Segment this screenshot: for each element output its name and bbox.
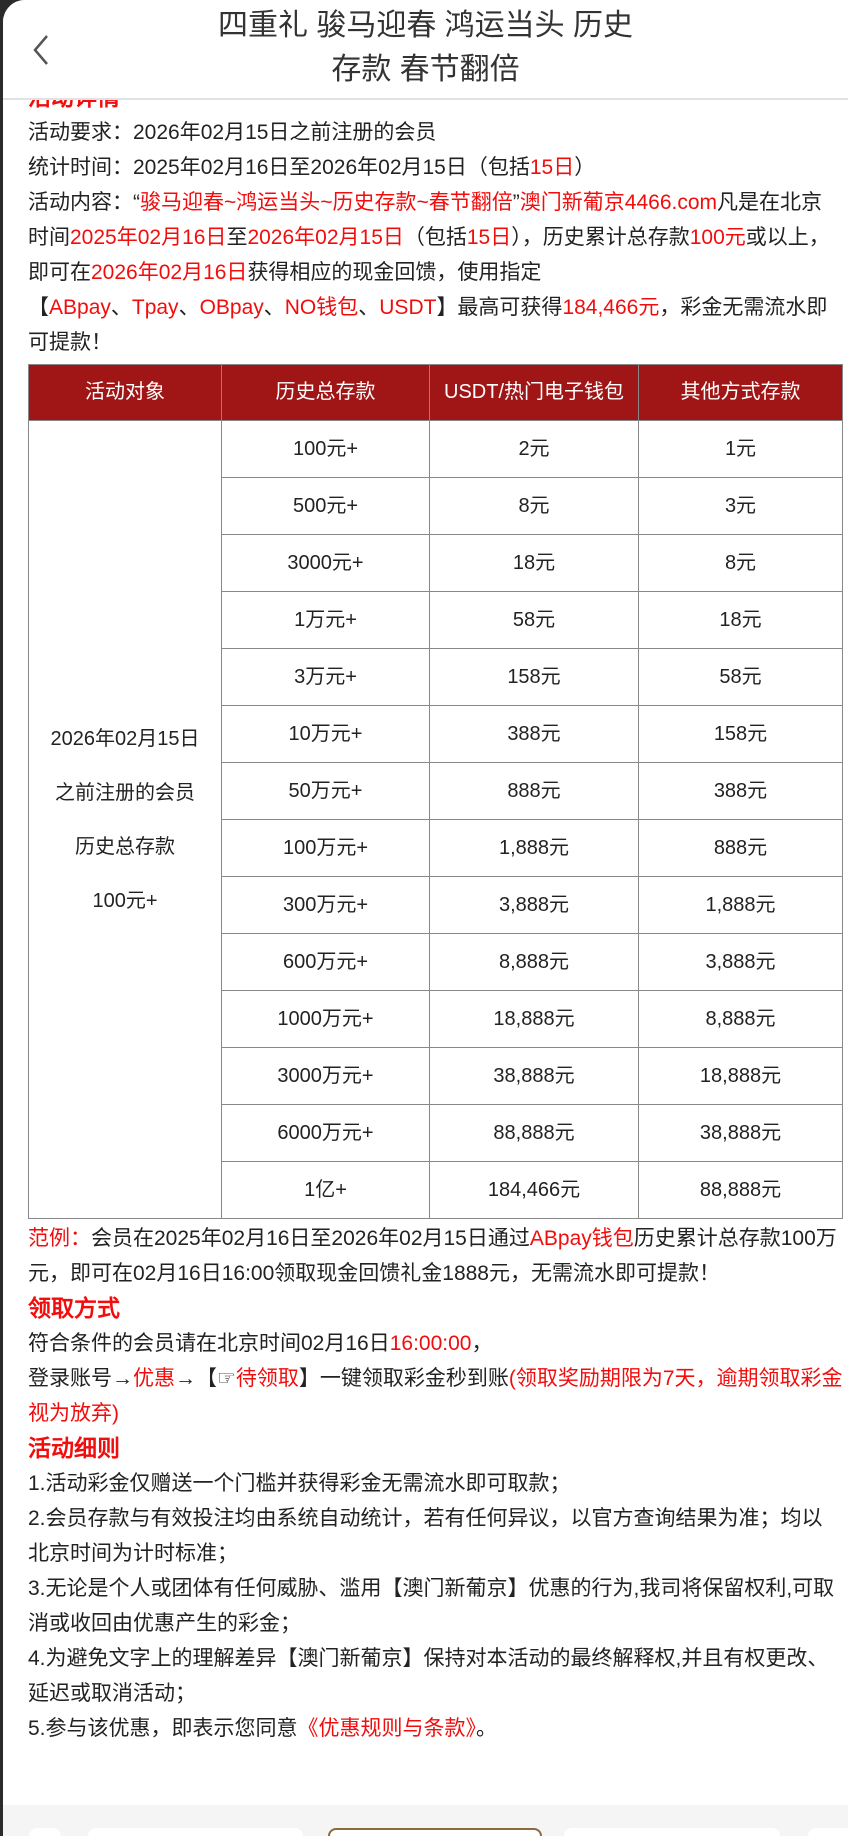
title-line-1: 四重礼 骏马迎春 鸿运当头 历史 bbox=[217, 9, 633, 42]
usdt-reward-cell: 18,888元 bbox=[429, 990, 639, 1048]
table-row: 3000元+ 18元 8元 bbox=[29, 534, 843, 592]
other-reward-cell: 3元 bbox=[638, 477, 843, 535]
table-row: 50万元+ 888元 388元 bbox=[29, 762, 843, 820]
bottom-tab[interactable] bbox=[808, 1828, 848, 1836]
other-reward-cell: 1,888元 bbox=[638, 876, 843, 934]
rule-item: 3.无论是个人或团体有任何威胁、滥用【澳门新葡京】优惠的行为,我司将保留权利,可… bbox=[28, 1577, 835, 1635]
details-heading: 活动详情 bbox=[28, 100, 843, 115]
page-title: 四重礼 骏马迎春 鸿运当头 历史 存款 春节翻倍 bbox=[93, 4, 758, 92]
target-line: 100元+ bbox=[92, 889, 158, 912]
requirement-line: 活动要求：2026年02月15日之前注册的会员 bbox=[28, 121, 437, 144]
rule-item: 5.参与该优惠，即表示您同意《优惠规则与条款》。 bbox=[28, 1717, 498, 1740]
table-row: 1000万元+ 18,888元 8,888元 bbox=[29, 990, 843, 1048]
content-paragraph: 活动内容：“骏马迎春~鸿运当头~历史存款~春节翻倍”澳门新葡京4466.com凡… bbox=[28, 191, 830, 354]
claim-line-2: 登录账号→优惠→【☞待领取】一键领取彩金秒到账(领取奖励期限为7天，逾期领取彩金… bbox=[28, 1367, 843, 1425]
other-reward-cell: 58元 bbox=[638, 648, 843, 706]
bottom-tab[interactable] bbox=[88, 1828, 303, 1836]
table-row: 100万元+ 1,888元 888元 bbox=[29, 819, 843, 877]
reward-table: 活动对象 历史总存款 USDT/热门电子钱包 其他方式存款 2026年02月15… bbox=[28, 364, 843, 1219]
usdt-reward-cell: 8,888元 bbox=[429, 933, 639, 991]
usdt-reward-cell: 388元 bbox=[429, 705, 639, 763]
table-row: 300万元+ 3,888元 1,888元 bbox=[29, 876, 843, 934]
rule-item: 2.会员存款与有效投注均由系统自动统计，若有任何异议，以官方查询结果为准；均以北… bbox=[28, 1507, 823, 1565]
deposit-tier-cell: 300万元+ bbox=[221, 876, 430, 934]
title-line-2: 存款 春节翻倍 bbox=[331, 53, 520, 86]
usdt-reward-cell: 8元 bbox=[429, 477, 639, 535]
table-row: 3000万元+ 38,888元 18,888元 bbox=[29, 1047, 843, 1105]
rule-item: 1.活动彩金仅赠送一个门槛并获得彩金无需流水即可取款； bbox=[28, 1472, 571, 1495]
usdt-reward-cell: 88,888元 bbox=[429, 1104, 639, 1162]
usdt-reward-cell: 1,888元 bbox=[429, 819, 639, 877]
other-reward-cell: 8,888元 bbox=[638, 990, 843, 1048]
claim-line-1: 符合条件的会员请在北京时间02月16日16:00:00， bbox=[28, 1332, 493, 1355]
claim-heading: 领取方式 bbox=[28, 1295, 120, 1321]
rule-item: 4.为避免文字上的理解差异【澳门新葡京】保持对本活动的最终解释权,并且有权更改、… bbox=[28, 1647, 829, 1705]
table-row: 500元+ 8元 3元 bbox=[29, 477, 843, 535]
bottom-tab[interactable] bbox=[564, 1828, 780, 1836]
table-row: 1亿+ 184,466元 88,888元 bbox=[29, 1161, 843, 1219]
deposit-tier-cell: 3000万元+ bbox=[221, 1047, 430, 1105]
deposit-tier-cell: 1亿+ bbox=[221, 1161, 430, 1219]
usdt-reward-cell: 158元 bbox=[429, 648, 639, 706]
other-reward-cell: 88,888元 bbox=[638, 1161, 843, 1219]
usdt-reward-cell: 18元 bbox=[429, 534, 639, 592]
table-row: 2026年02月15日 之前注册的会员 历史总存款 100元+ 100元+ 2元 1元 bbox=[28, 420, 843, 1219]
usdt-reward-cell: 888元 bbox=[429, 762, 639, 820]
table-row: 10万元+ 388元 158元 bbox=[29, 705, 843, 763]
example-paragraph: 范例：会员在2025年02月16日至2026年02月15日通过ABpay钱包历史… bbox=[28, 1227, 837, 1285]
target-line: 2026年02月15日 bbox=[50, 727, 200, 750]
header: 四重礼 骏马迎春 鸿运当头 历史 存款 春节翻倍 bbox=[3, 0, 848, 100]
table-header: USDT/热门电子钱包 bbox=[429, 364, 639, 421]
other-reward-cell: 8元 bbox=[638, 534, 843, 592]
deposit-tier-cell: 3万元+ bbox=[221, 648, 430, 706]
usdt-reward-cell: 3,888元 bbox=[429, 876, 639, 934]
table-header: 活动对象 bbox=[28, 364, 222, 421]
back-button[interactable] bbox=[27, 30, 57, 70]
chevron-left-icon bbox=[33, 35, 48, 65]
usdt-reward-cell: 58元 bbox=[429, 591, 639, 649]
table-row: 1万元+ 58元 18元 bbox=[29, 591, 843, 649]
bottom-tab-selected[interactable] bbox=[328, 1828, 542, 1836]
usdt-reward-cell: 38,888元 bbox=[429, 1047, 639, 1105]
deposit-tier-cell: 3000元+ bbox=[221, 534, 430, 592]
usdt-reward-cell: 184,466元 bbox=[429, 1161, 639, 1219]
time-line: 统计时间：2025年02月16日至2026年02月15日（包括15日） bbox=[28, 156, 596, 179]
table-row: 600万元+ 8,888元 3,888元 bbox=[29, 933, 843, 991]
other-reward-cell: 3,888元 bbox=[638, 933, 843, 991]
other-reward-cell: 18,888元 bbox=[638, 1047, 843, 1105]
table-header: 其他方式存款 bbox=[638, 364, 843, 421]
deposit-tier-cell: 6000万元+ bbox=[221, 1104, 430, 1162]
other-reward-cell: 1元 bbox=[638, 420, 843, 478]
content-scroll[interactable]: 活动详情 活动要求：2026年02月15日之前注册的会员 统计时间：2025年0… bbox=[3, 100, 848, 1805]
table-row: 3万元+ 158元 58元 bbox=[29, 648, 843, 706]
deposit-tier-cell: 50万元+ bbox=[221, 762, 430, 820]
other-reward-cell: 38,888元 bbox=[638, 1104, 843, 1162]
target-line: 历史总存款 bbox=[75, 835, 175, 858]
deposit-tier-cell: 500元+ bbox=[221, 477, 430, 535]
deposit-tier-cell: 600万元+ bbox=[221, 933, 430, 991]
activity-target-cell: 2026年02月15日 之前注册的会员 历史总存款 100元+ bbox=[28, 420, 222, 1219]
bottom-bar bbox=[3, 1805, 848, 1836]
other-reward-cell: 18元 bbox=[638, 591, 843, 649]
deposit-tier-cell: 100万元+ bbox=[221, 819, 430, 877]
deposit-tier-cell: 1万元+ bbox=[221, 591, 430, 649]
bottom-tab[interactable] bbox=[29, 1828, 61, 1836]
other-reward-cell: 388元 bbox=[638, 762, 843, 820]
target-line: 之前注册的会员 bbox=[55, 781, 195, 804]
deposit-tier-cell: 1000万元+ bbox=[221, 990, 430, 1048]
other-reward-cell: 888元 bbox=[638, 819, 843, 877]
other-reward-cell: 158元 bbox=[638, 705, 843, 763]
deposit-tier-cell: 100元+ bbox=[221, 420, 430, 478]
table-header: 历史总存款 bbox=[221, 364, 430, 421]
terms-link[interactable]: 《优惠规则与条款》 bbox=[297, 1717, 477, 1740]
page: 四重礼 骏马迎春 鸿运当头 历史 存款 春节翻倍 活动详情 活动要求：2026年… bbox=[3, 0, 848, 1836]
rules-heading: 活动细则 bbox=[28, 1435, 120, 1461]
deposit-tier-cell: 10万元+ bbox=[221, 705, 430, 763]
usdt-reward-cell: 2元 bbox=[429, 420, 639, 478]
